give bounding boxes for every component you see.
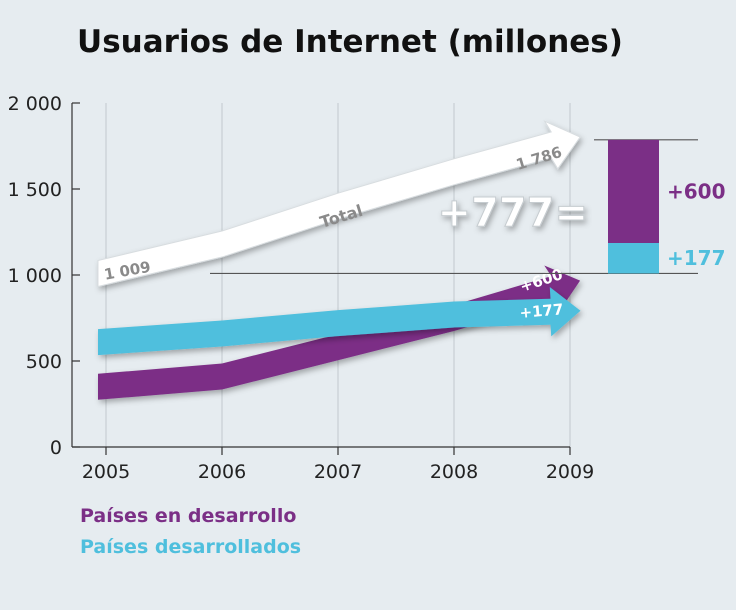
x-tick-label: 2009: [546, 461, 594, 483]
x-tick-label: 2006: [198, 461, 246, 483]
y-tick-label: 1 000: [8, 265, 62, 287]
y-tick-label: 0: [50, 437, 62, 459]
delta-bar-developed: [608, 243, 659, 274]
y-tick-label: 2 000: [8, 93, 62, 115]
series-developing-arrow: [98, 265, 581, 400]
series-developed-arrow: [98, 287, 581, 356]
legend-developing: Países en desarrollo: [80, 505, 297, 527]
y-tick-label: 500: [26, 351, 62, 373]
delta-bar-developing: [608, 139, 659, 244]
bar-developed-label: +177: [667, 246, 726, 270]
developed-delta-label: +177: [519, 300, 564, 322]
sum-label: +777=: [437, 190, 588, 236]
x-tick-label: 2008: [430, 461, 478, 483]
series-total-arrow: [97, 120, 581, 288]
chart-title: Usuarios de Internet (millones): [77, 24, 623, 60]
x-tick-label: 2005: [82, 461, 130, 483]
bar-developing-label: +600: [667, 179, 726, 203]
y-tick-label: 1 500: [8, 179, 62, 201]
x-tick-label: 2007: [314, 461, 362, 483]
legend-developed: Países desarrollados: [80, 536, 302, 558]
